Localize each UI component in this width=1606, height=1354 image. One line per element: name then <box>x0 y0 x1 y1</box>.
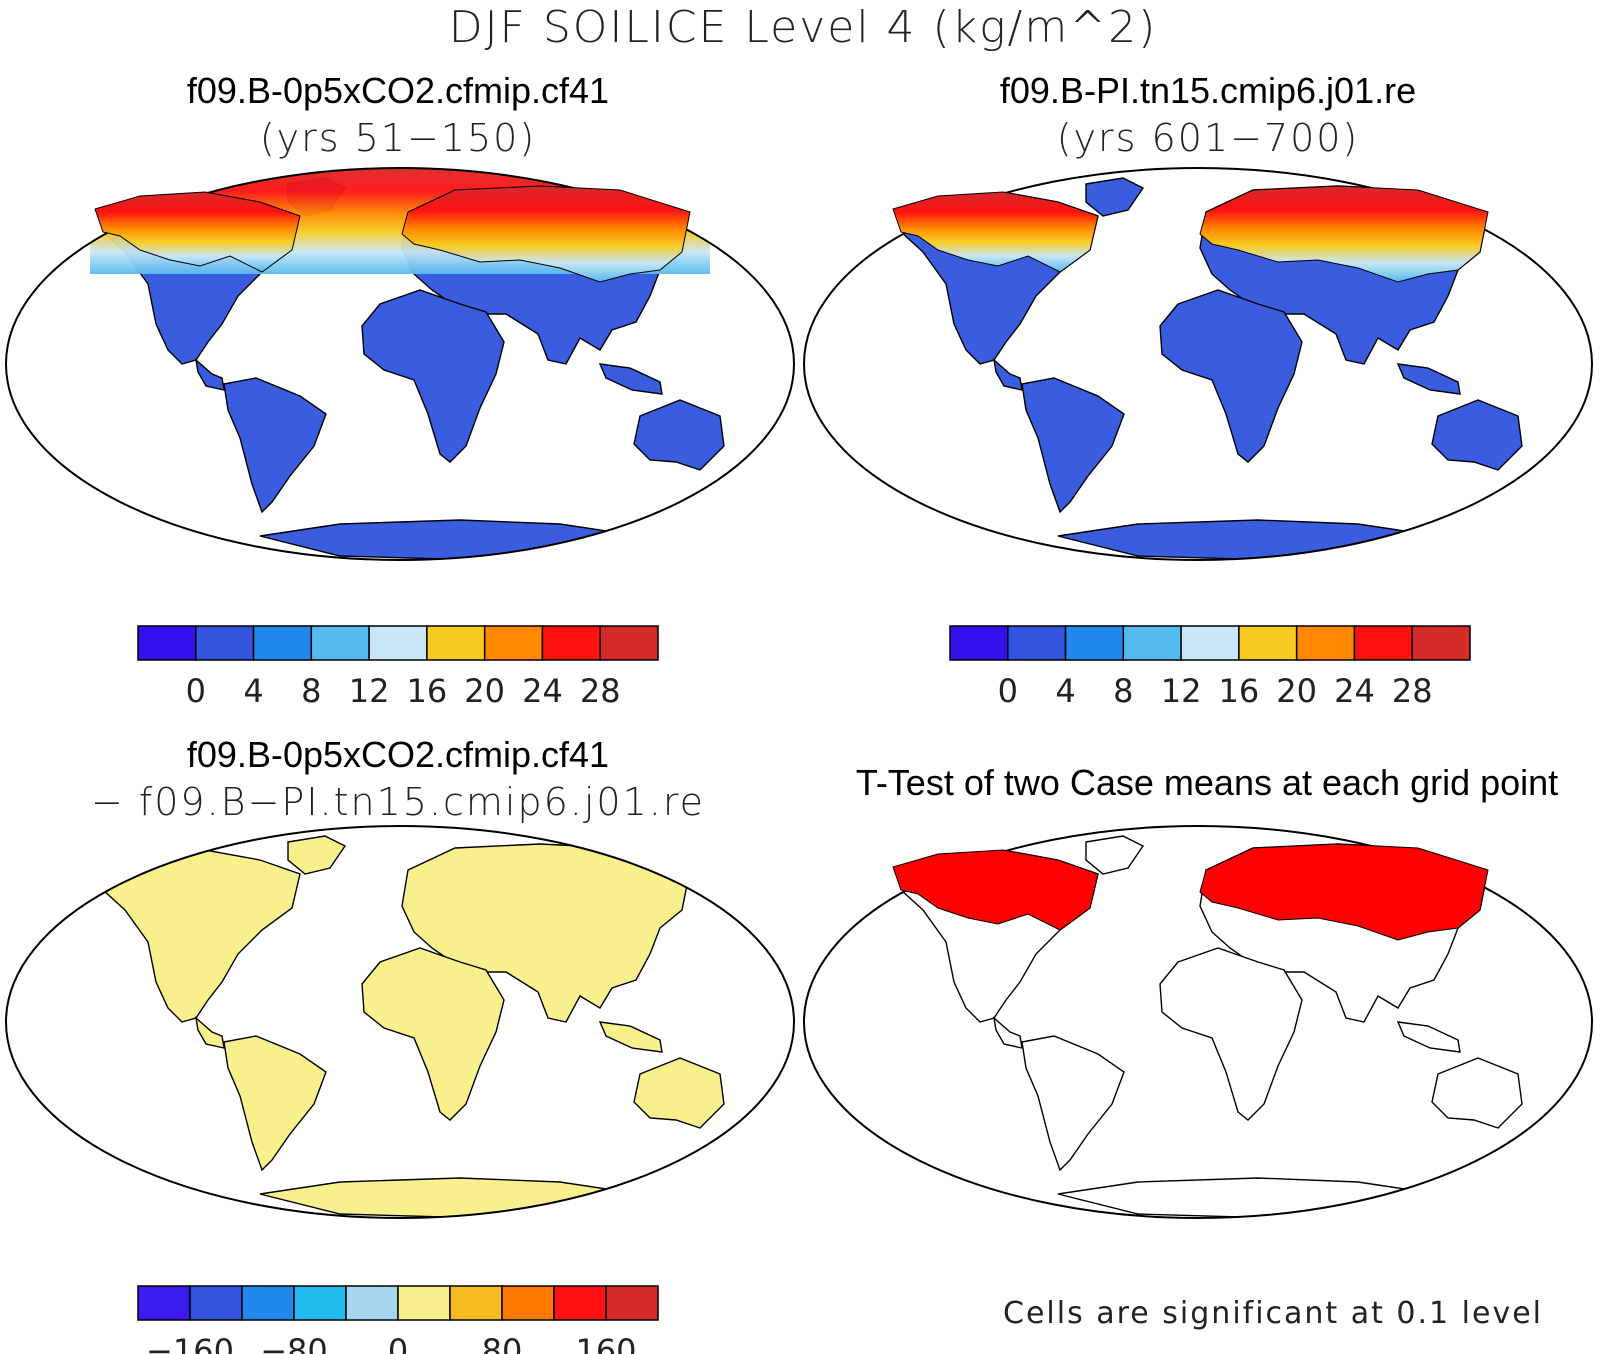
panel-2-colorbar-box <box>1353 625 1413 661</box>
panel-2-colorbar-label: 12 <box>1161 672 1202 710</box>
panel-2-map <box>803 167 1593 561</box>
panel-1-subtitle: (yrs 51−150) <box>259 116 537 160</box>
panel-3-colorbar-box <box>605 1285 659 1321</box>
panel-3-colorbar-box <box>553 1285 607 1321</box>
panel-3-subtitle: − f09.B−PI.tn15.cmip6.j01.re <box>90 780 706 824</box>
panel-2-subtitle: (yrs 601−700) <box>1056 116 1360 160</box>
panel-3-colorbar-box <box>345 1285 399 1321</box>
panel-2-highlat-overlay <box>892 185 1489 283</box>
panel-1-map <box>5 167 795 561</box>
panel-2-colorbar-box <box>1064 625 1125 661</box>
panel-3-colorbar-box <box>501 1285 555 1321</box>
panel-3-colorbar-label: 0 <box>388 1332 408 1354</box>
panel-1-colorbar-box <box>368 625 428 661</box>
panel-3-colorbar-label: 160 <box>575 1332 636 1354</box>
panel-3-colorbar-label: −80 <box>260 1332 328 1354</box>
panel-2-colorbar-label: 24 <box>1334 672 1375 710</box>
panel-2-colorbar-box <box>1295 625 1356 661</box>
panel-1-colorbar-box <box>541 625 601 661</box>
panel-1-highlat-overlay <box>94 185 691 283</box>
panel-2-colorbar-label: 28 <box>1392 672 1433 710</box>
panel-3-colorbar: −160 −80 0 80 160 <box>137 1285 659 1354</box>
panel-2-colorbar-box <box>1122 625 1182 661</box>
panel-2-colorbar-label: 16 <box>1219 672 1260 710</box>
panel-3-title: f09.B-0p5xCO2.cfmip.cf41 <box>186 734 610 775</box>
panel-1-colorbar-label: 4 <box>243 672 263 710</box>
panel-4-highlat-overlay <box>892 843 1489 941</box>
panel-1-colorbar-box <box>426 625 486 661</box>
panel-2-colorbar-label: 20 <box>1276 672 1317 710</box>
panel-1-colorbar-box <box>599 625 659 661</box>
panel-2-colorbar-box <box>1411 625 1471 661</box>
panel-1-colorbar-label: 12 <box>349 672 390 710</box>
panel-2-title: f09.B-PI.tn15.cmip6.j01.re <box>999 70 1417 111</box>
panel-1-colorbar-label: 28 <box>580 672 621 710</box>
panel-3-colorbar-box <box>397 1285 451 1321</box>
panel-1-colorbar-label: 0 <box>186 672 206 710</box>
panel-3-map <box>5 825 795 1219</box>
panel-2-colorbar-box <box>1007 625 1067 661</box>
panel-2-colorbar-box <box>1238 625 1298 661</box>
panel-3-colorbar-box <box>293 1285 347 1321</box>
panel-1-colorbar-label: 24 <box>522 672 563 710</box>
panel-1-colorbar-label: 20 <box>464 672 505 710</box>
panel-1-colorbar-box <box>310 625 370 661</box>
panel-2-colorbar-box <box>1180 625 1240 661</box>
panel-2-colorbar: 0 4 8 12 16 20 24 28 <box>949 625 1471 710</box>
significance-footnote: Cells are significant at 0.1 level <box>1003 1296 1544 1331</box>
panel-1-colorbar: 0 4 8 12 16 20 24 28 <box>137 625 659 710</box>
panel-2-colorbar-box <box>949 625 1009 661</box>
panel-1-colorbar-box <box>252 625 313 661</box>
panel-1-colorbar-box <box>195 625 255 661</box>
panel-3-colorbar-box <box>241 1285 295 1321</box>
panel-1-colorbar-box <box>483 625 544 661</box>
panel-2-colorbar-label: 8 <box>1113 672 1133 710</box>
panel-3-colorbar-box <box>449 1285 503 1321</box>
panel-2-colorbar-label: 4 <box>1055 672 1075 710</box>
panel-3-colorbar-box <box>137 1285 191 1321</box>
figure-title: DJF SOILICE Level 4 (kg/m^2) <box>448 2 1158 53</box>
panel-1-colorbar-label: 16 <box>407 672 448 710</box>
panel-2-colorbar-label: 0 <box>998 672 1018 710</box>
panel-1-colorbar-box <box>137 625 197 661</box>
panel-3-colorbar-label: −160 <box>146 1332 234 1354</box>
panel-4-map <box>803 825 1593 1219</box>
panel-1-colorbar-label: 8 <box>301 672 321 710</box>
panel-1-title: f09.B-0p5xCO2.cfmip.cf41 <box>186 70 610 111</box>
panel-3-colorbar-box <box>189 1285 243 1321</box>
panel-3-colorbar-label: 80 <box>482 1332 523 1354</box>
panel-4-title: T-Test of two Case means at each grid po… <box>855 762 1559 803</box>
